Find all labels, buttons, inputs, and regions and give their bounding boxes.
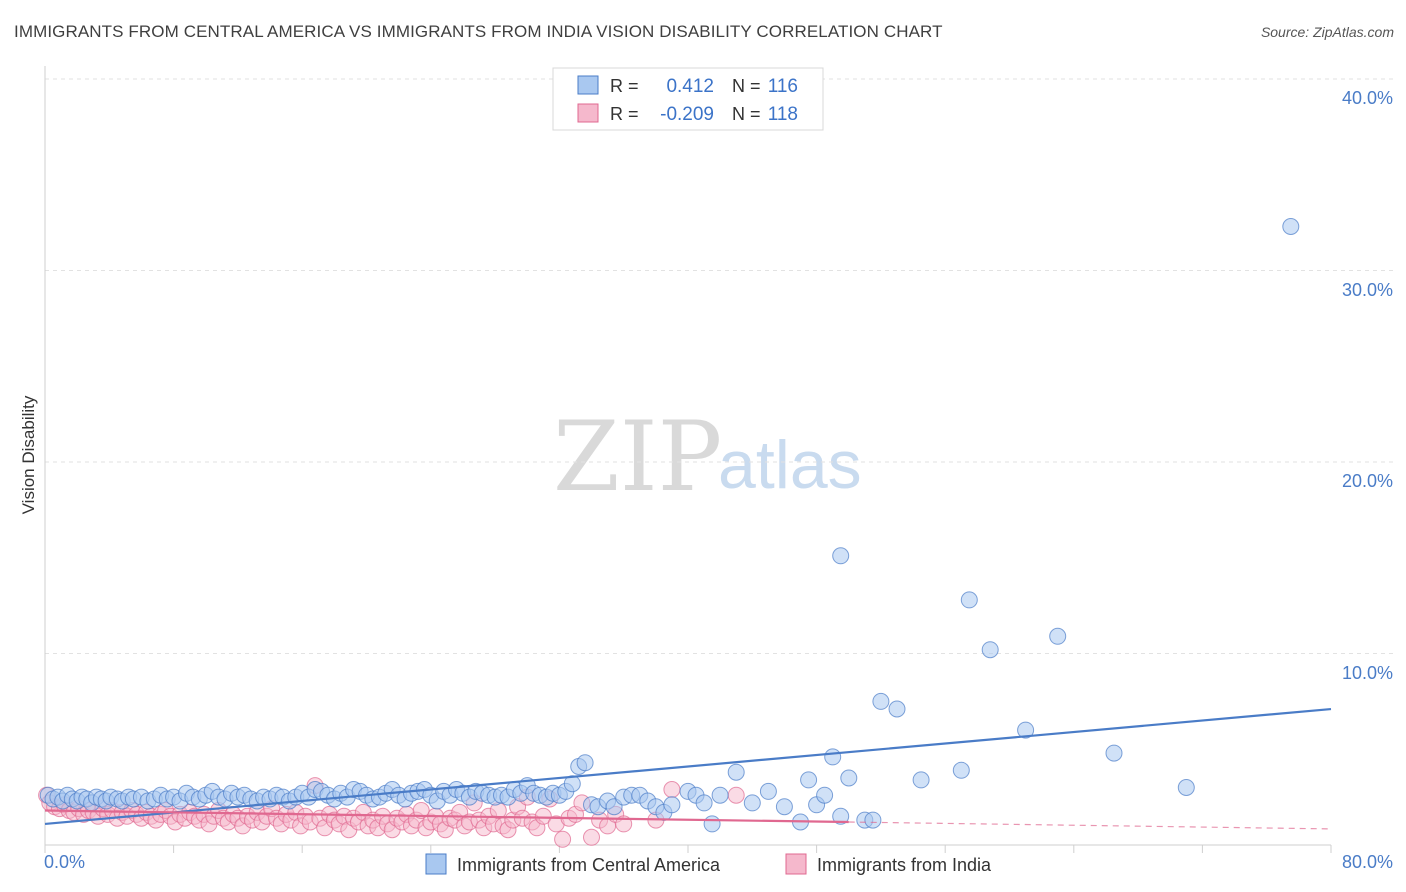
series-legend: Immigrants from Central America Immigran… xyxy=(425,853,992,875)
point-india xyxy=(534,807,552,825)
y-axis-title: Vision Disability xyxy=(19,395,38,514)
watermark-zip: ZIP xyxy=(553,401,722,513)
point-central-america xyxy=(703,815,721,833)
y-tick-label-30: 30.0% xyxy=(1342,280,1393,300)
point-central-america xyxy=(824,748,842,766)
point-india xyxy=(727,786,745,804)
point-central-america xyxy=(872,692,890,710)
stats-r-label-pink: R = xyxy=(610,104,639,124)
point-central-america xyxy=(1105,744,1123,762)
point-central-america xyxy=(1017,721,1035,739)
legend-swatch-central-america xyxy=(425,853,447,875)
point-central-america xyxy=(576,754,594,772)
point-india xyxy=(583,828,600,846)
watermark-atlas: atlas xyxy=(718,427,862,503)
gridlines xyxy=(45,78,1393,654)
stats-swatch-pink xyxy=(577,103,599,123)
point-central-america xyxy=(727,763,745,781)
point-central-america xyxy=(816,786,834,804)
stats-r-value-pink: -0.209 xyxy=(660,104,714,125)
stats-n-label-pink: N = xyxy=(732,104,761,124)
point-central-america xyxy=(832,547,850,565)
stats-legend: R = 0.412 N = 116 R = -0.209 N = 118 xyxy=(552,67,824,131)
trend-line-central-america xyxy=(44,707,1332,826)
point-central-america xyxy=(743,794,761,812)
point-central-america xyxy=(952,761,970,779)
x-tick-label-max: 80.0% xyxy=(1342,852,1393,872)
point-central-america xyxy=(864,811,882,829)
legend-swatch-india xyxy=(785,853,807,875)
trend-line-india-extrapolated xyxy=(848,821,1332,830)
stats-r-label-blue: R = xyxy=(610,76,639,96)
central-america-points xyxy=(39,218,1300,833)
source-label: Source: ZipAtlas.com xyxy=(1260,24,1394,40)
point-central-america xyxy=(1282,218,1300,235)
stats-r-value-blue: 0.412 xyxy=(666,76,714,97)
point-central-america xyxy=(888,700,906,718)
point-central-america xyxy=(1049,627,1067,645)
stats-swatch-blue xyxy=(577,75,599,95)
trend-lines xyxy=(44,707,1332,830)
legend-label-central-america: Immigrants from Central America xyxy=(457,855,721,875)
point-central-america xyxy=(563,775,581,793)
point-india xyxy=(554,830,572,848)
point-india xyxy=(663,781,681,798)
y-tick-label-20: 20.0% xyxy=(1342,471,1393,491)
point-central-america xyxy=(832,807,850,825)
point-india xyxy=(412,802,430,819)
point-central-america xyxy=(775,798,793,816)
point-central-america xyxy=(840,769,858,787)
y-tick-label-40: 40.0% xyxy=(1342,88,1393,108)
point-central-america xyxy=(759,782,777,800)
point-central-america xyxy=(695,794,713,812)
point-central-america xyxy=(1177,779,1195,796)
point-central-america xyxy=(960,591,978,609)
chart-title: IMMIGRANTS FROM CENTRAL AMERICA VS IMMIG… xyxy=(14,22,943,41)
point-central-america xyxy=(912,771,930,789)
y-tick-label-10: 10.0% xyxy=(1342,663,1393,683)
legend-label-india: Immigrants from India xyxy=(817,855,992,875)
point-central-america xyxy=(663,796,681,814)
x-tick-label-min: 0.0% xyxy=(44,852,85,872)
point-central-america xyxy=(800,771,818,789)
stats-n-value-pink: 118 xyxy=(768,104,798,125)
stats-n-label-blue: N = xyxy=(732,76,761,96)
trend-line-india xyxy=(44,809,849,824)
point-central-america xyxy=(981,641,999,659)
axes xyxy=(44,66,1332,853)
stats-n-value-blue: 116 xyxy=(768,76,798,97)
point-central-america xyxy=(711,786,729,804)
